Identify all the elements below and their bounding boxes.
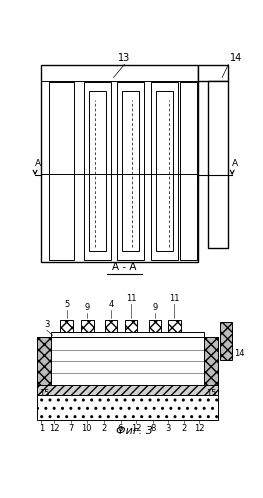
- Bar: [37, 395, 218, 420]
- Bar: [220, 322, 232, 360]
- Bar: [37, 337, 218, 384]
- Bar: [168, 320, 181, 332]
- Bar: [156, 91, 173, 250]
- Bar: [37, 337, 51, 384]
- Text: 11: 11: [169, 294, 180, 303]
- Text: 15: 15: [39, 389, 49, 398]
- Text: 14: 14: [234, 350, 244, 359]
- Bar: [151, 82, 178, 260]
- Text: 12: 12: [194, 424, 204, 433]
- Text: 3: 3: [166, 424, 171, 433]
- Text: А: А: [232, 159, 238, 168]
- Text: 10: 10: [82, 424, 92, 433]
- Bar: [105, 320, 118, 332]
- Text: 2: 2: [101, 424, 106, 433]
- Text: 2: 2: [181, 424, 186, 433]
- Bar: [204, 337, 218, 384]
- Bar: [60, 320, 73, 332]
- Bar: [149, 320, 161, 332]
- Bar: [49, 82, 74, 260]
- Bar: [122, 91, 139, 250]
- Bar: [125, 320, 138, 332]
- Text: 15: 15: [206, 389, 217, 398]
- Bar: [84, 82, 110, 260]
- Text: 3: 3: [44, 320, 49, 329]
- Text: 9: 9: [153, 303, 158, 312]
- Text: 5: 5: [64, 300, 69, 309]
- Text: 7: 7: [69, 424, 74, 433]
- Bar: [51, 332, 204, 337]
- Bar: [117, 82, 144, 260]
- Text: 8: 8: [150, 424, 156, 433]
- Text: 12: 12: [131, 424, 141, 433]
- Text: 13: 13: [118, 53, 130, 63]
- Text: 14: 14: [230, 53, 242, 63]
- Bar: [89, 91, 106, 250]
- Text: 9: 9: [85, 303, 90, 312]
- Text: 12: 12: [49, 424, 60, 433]
- Text: А: А: [35, 159, 41, 168]
- Text: 11: 11: [126, 294, 136, 303]
- Text: Фиг. 3: Фиг. 3: [116, 425, 153, 436]
- Bar: [41, 65, 198, 261]
- Text: А - А: А - А: [112, 262, 137, 272]
- Text: 6: 6: [118, 424, 123, 433]
- Text: 4: 4: [109, 300, 114, 309]
- Bar: [180, 82, 197, 260]
- Bar: [37, 384, 218, 395]
- Bar: [81, 320, 94, 332]
- Bar: [208, 81, 228, 248]
- Text: 1: 1: [39, 424, 44, 433]
- Bar: [198, 65, 228, 81]
